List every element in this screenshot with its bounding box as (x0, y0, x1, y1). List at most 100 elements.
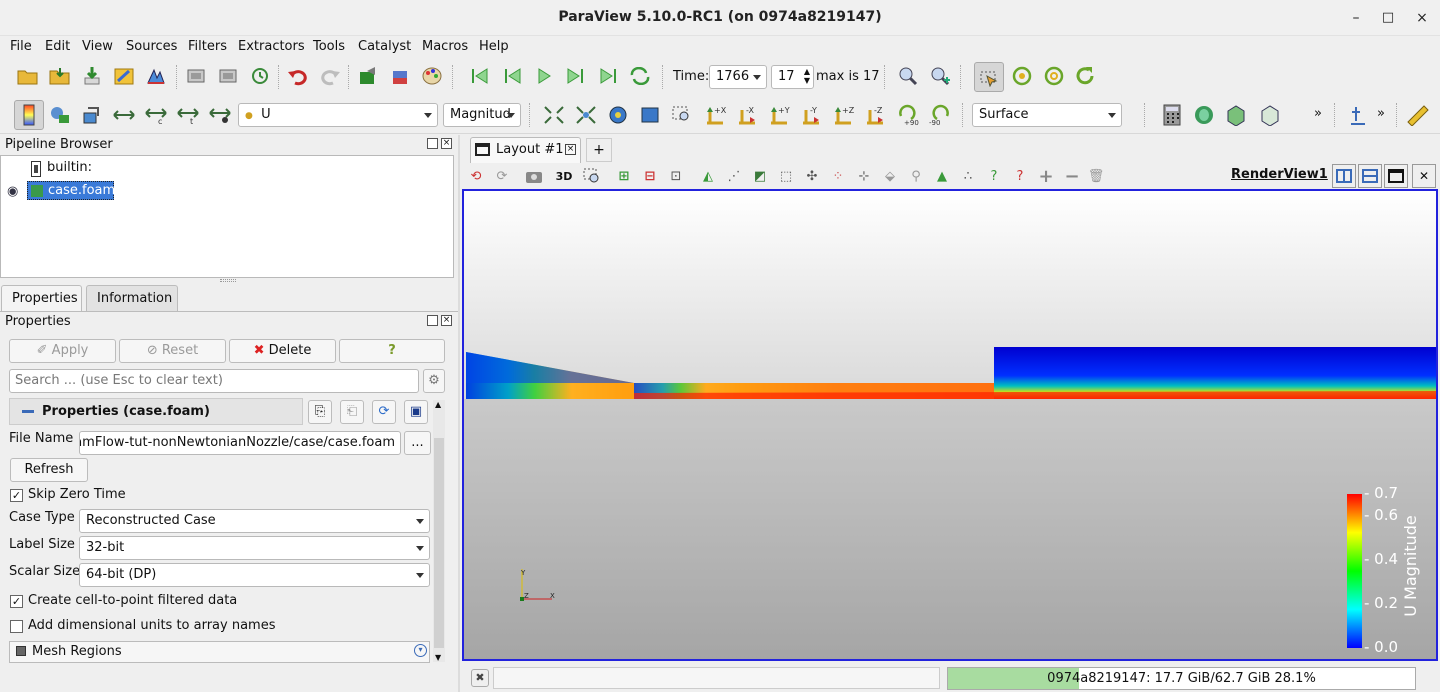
menu-tools[interactable]: Tools (313, 39, 346, 54)
grow-plus-icon[interactable]: + (1038, 165, 1054, 187)
save-defaults-icon[interactable]: ▣ (404, 400, 428, 424)
section-header[interactable]: Properties (case.foam) (9, 398, 303, 425)
file-name-input[interactable]: 'baramFlow-tut-nonNewtonianNozzle/case/c… (79, 431, 401, 455)
camera-undo-icon[interactable] (356, 64, 380, 88)
color-component-combo[interactable]: Magnitud (443, 103, 521, 127)
clip-icon[interactable] (1224, 103, 1248, 127)
clear-selection-icon[interactable]: 🗑 (1087, 168, 1105, 184)
float-icon[interactable] (427, 315, 438, 326)
loop-icon[interactable] (628, 64, 652, 88)
recent-files-icon[interactable] (48, 64, 72, 88)
close-dock-icon[interactable]: × (441, 138, 452, 149)
save-screenshot-icon[interactable] (144, 64, 168, 88)
zoom-closest-icon[interactable] (638, 103, 662, 127)
menu-catalyst[interactable]: Catalyst (358, 39, 412, 54)
previous-frame-icon[interactable] (500, 64, 524, 88)
save-state-icon[interactable] (112, 64, 136, 88)
first-frame-icon[interactable] (468, 64, 492, 88)
edit-color-map-icon[interactable] (48, 103, 72, 127)
refresh-button[interactable]: Refresh (10, 458, 88, 482)
reload-files-icon[interactable] (1042, 64, 1066, 88)
menu-help[interactable]: Help (479, 39, 509, 54)
interactive-select-cells-icon[interactable]: ✣ (806, 168, 818, 184)
main-splitter[interactable] (458, 135, 460, 692)
dimensional-units-checkbox[interactable] (10, 620, 23, 633)
view-plus-z-icon[interactable]: +Z (832, 103, 856, 127)
select-polygon-cells-icon[interactable]: ◩ (753, 168, 767, 184)
toggle-color-legend-icon[interactable] (14, 100, 44, 130)
calculator-icon[interactable] (1160, 103, 1184, 127)
paste-properties-icon[interactable]: ⎗ (340, 400, 364, 424)
select-points-through-icon[interactable]: ⋰ (727, 168, 741, 184)
reset-button[interactable]: ⊘ Reset (119, 339, 226, 363)
undo-icon[interactable] (286, 64, 310, 88)
delete-button[interactable]: ✖ Delete (229, 339, 336, 363)
menu-view[interactable]: View (82, 39, 113, 54)
redo-icon[interactable] (318, 64, 342, 88)
hover-points-icon[interactable]: ⊹ (858, 168, 870, 184)
float-icon[interactable] (427, 138, 438, 149)
ruler-icon[interactable] (1406, 103, 1430, 127)
tab-information[interactable]: Information (86, 285, 178, 311)
select-frustum-icon[interactable]: ⊡ (670, 168, 682, 184)
shrink-selection-icon[interactable]: ▲ (937, 168, 947, 184)
probe-icon[interactable] (1346, 103, 1370, 127)
scroll-down-icon[interactable]: ▼ (435, 653, 442, 662)
close-view-icon[interactable]: ✕ (1412, 164, 1436, 188)
last-frame-icon[interactable] (596, 64, 620, 88)
add-layout-tab-button[interactable]: + (586, 138, 612, 162)
interactive-select-points-icon[interactable]: ⁘ (832, 168, 844, 184)
time-value-combo[interactable]: 1766 (709, 65, 767, 89)
grow-selection-icon[interactable]: ⚲ (911, 168, 921, 184)
scroll-up-icon[interactable]: ▲ (435, 400, 442, 409)
play-icon[interactable] (532, 64, 556, 88)
color-array-combo[interactable]: ● U (238, 103, 438, 127)
select-cells-through-icon[interactable]: ◭ (703, 168, 713, 184)
connect-icon[interactable] (184, 64, 208, 88)
menu-edit[interactable]: Edit (45, 39, 71, 54)
rescale-temporal-range-icon[interactable]: t (176, 103, 200, 127)
close-tab-icon[interactable]: × (565, 144, 576, 155)
toggle-3d-button[interactable]: 3D (555, 169, 573, 183)
color-palette-icon[interactable] (420, 64, 444, 88)
tab-properties[interactable]: Properties (1, 285, 82, 311)
case-type-combo[interactable]: Reconstructed Case (79, 509, 430, 533)
view-plus-y-icon[interactable]: +Y (768, 103, 792, 127)
menu-macros[interactable]: Macros (422, 39, 469, 54)
camera-redo-icon[interactable] (388, 64, 412, 88)
shrink-minus-icon[interactable]: − (1064, 165, 1080, 187)
properties-scrollbar[interactable]: ▲ ▼ (433, 400, 445, 662)
render-scene[interactable]: Y Z X (464, 191, 1436, 659)
advanced-gear-icon[interactable]: ⚙ (423, 369, 445, 393)
menu-extractors[interactable]: Extractors (238, 39, 305, 54)
split-vertical-icon[interactable] (1358, 164, 1382, 188)
label-size-combo[interactable]: 32-bit (79, 536, 430, 560)
reset-camera-closest-icon[interactable] (574, 103, 598, 127)
view-minus-x-icon[interactable]: -X (736, 103, 760, 127)
select-block-icon[interactable]: ∴ (963, 168, 973, 184)
next-frame-icon[interactable] (564, 64, 588, 88)
memory-indicator[interactable]: 0974a8219147: 17.7 GiB/62.7 GiB 28.1% (947, 667, 1416, 690)
scalar-size-combo[interactable]: 64-bit (DP) (79, 563, 430, 587)
spin-arrows-icon[interactable]: ▲ ▼ (803, 67, 810, 85)
save-data-icon[interactable] (80, 64, 104, 88)
minimize-button[interactable]: – (1352, 10, 1360, 26)
rescale-visible-range-icon[interactable] (208, 103, 232, 127)
close-dock-icon[interactable]: × (441, 315, 452, 326)
capture-forward-icon[interactable]: ⟳ (496, 168, 508, 184)
sort-icon[interactable]: ▾ (414, 644, 427, 657)
properties-search-input[interactable]: Search ... (use Esc to clear text) (9, 369, 419, 393)
maximize-view-icon[interactable] (1384, 164, 1408, 188)
copy-properties-icon[interactable]: ⎘ (308, 400, 332, 424)
reset-session-icon[interactable] (248, 64, 272, 88)
rescale-data-range-icon[interactable] (112, 103, 136, 127)
representation-combo[interactable]: Surface (972, 103, 1122, 127)
query-selection-icon[interactable]: ? (1016, 168, 1024, 184)
timestep-spinbox[interactable]: 17 ▲ ▼ (771, 65, 814, 89)
maximize-button[interactable]: □ (1381, 10, 1395, 25)
capture-back-icon[interactable]: ⟲ (470, 168, 482, 184)
rescale-custom-range-icon[interactable]: c (144, 103, 168, 127)
zoom-to-box-icon[interactable] (670, 103, 694, 127)
split-horizontal-icon[interactable] (1332, 164, 1356, 188)
open-file-icon[interactable] (16, 64, 40, 88)
